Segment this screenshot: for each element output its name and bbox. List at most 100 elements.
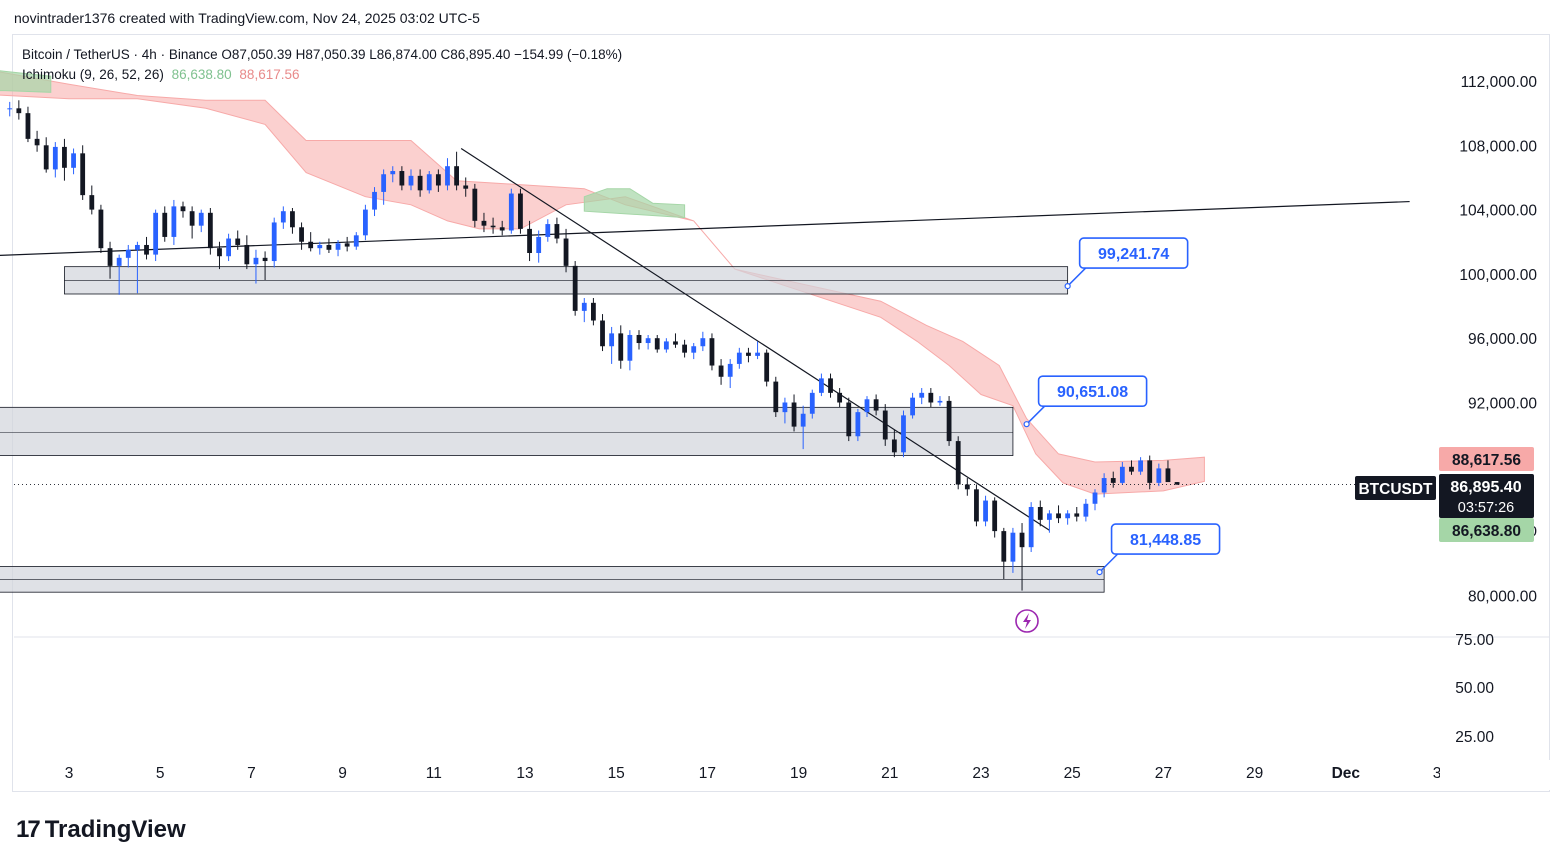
candle-88 (782, 397, 788, 424)
candle-60 (527, 220, 532, 262)
candle-body (837, 392, 843, 403)
candle-93 (828, 373, 833, 398)
candle-3 (7, 101, 13, 117)
x-tick-label: 11 (426, 765, 442, 782)
candle-63 (554, 217, 560, 244)
candle-body (1110, 478, 1116, 483)
volume-tick-label: 25.00 (1455, 729, 1494, 746)
x-tick-label: 7 (247, 765, 256, 782)
candle-91 (809, 389, 815, 419)
candle-121 (1083, 498, 1089, 522)
candle-body (983, 500, 988, 522)
candle-102 (910, 392, 915, 419)
candle-body (919, 392, 925, 398)
candle-body (308, 241, 314, 249)
candle-body (873, 399, 879, 411)
candle-83 (736, 347, 742, 369)
price-callouts[interactable]: 99,241.74 90,651.08 81,448.85 (1023, 237, 1221, 576)
x-tick-label: 9 (338, 765, 347, 782)
x-tick-label: 17 (699, 765, 716, 782)
candle-18 (144, 236, 149, 260)
candle-body (426, 174, 432, 191)
callout-pointer (1099, 553, 1119, 573)
candle-10 (71, 148, 76, 175)
candle-body (755, 352, 760, 356)
candle-128 (1147, 455, 1153, 490)
candle-130 (1165, 460, 1171, 483)
candle-body (335, 243, 341, 250)
candle-body (554, 224, 560, 239)
candle-44 (381, 169, 387, 205)
candle-38 (326, 238, 332, 254)
x-tick-label: Dec (1332, 765, 1361, 782)
candle-27 (226, 233, 231, 262)
candle-body (490, 225, 496, 228)
candle-73 (645, 334, 651, 350)
candle-body (609, 333, 615, 347)
candle-17 (135, 241, 140, 294)
candle-120 (1074, 506, 1080, 522)
candle-43 (372, 187, 377, 217)
candle-48 (417, 169, 423, 197)
indicator-value-a: 86,638.80 (171, 67, 232, 82)
candle-body (545, 224, 551, 237)
candle-34 (290, 207, 295, 234)
candle-84 (746, 347, 751, 363)
candle-body (572, 265, 578, 311)
candle-body (98, 209, 104, 249)
candle-26 (217, 241, 222, 270)
cloud-top-tag: 88,617.56 (1439, 447, 1534, 471)
chart-legend[interactable]: Bitcoin / TetherUS · 4h · Binance O87,05… (22, 45, 622, 85)
y-tick-label: 92,000.00 (1468, 396, 1537, 413)
candle-body (1119, 466, 1125, 483)
candle-body (828, 378, 833, 393)
candle-body (217, 248, 222, 257)
candle-68 (600, 314, 605, 352)
candle-126 (1129, 460, 1134, 475)
candle-body (864, 399, 870, 413)
candle-body (1138, 460, 1143, 472)
candle-body (235, 238, 241, 245)
candle-100 (891, 429, 897, 458)
x-tick-label: 23 (972, 765, 989, 782)
y-tick-label: 100,000.00 (1459, 267, 1537, 284)
indicator-line[interactable]: Ichimoku (9, 26, 52, 26) 86,638.80 88,61… (22, 65, 622, 85)
price-tags: 88,617.56 86,638.80 86,895.40 03:57:26 BTCUS… (1355, 447, 1534, 542)
callout-anchor (1064, 282, 1071, 290)
brand-name: TradingView (44, 816, 186, 843)
candle-body (435, 174, 441, 186)
callout-box (1078, 237, 1189, 269)
candle-body (317, 244, 323, 249)
x-tick-label: 5 (156, 765, 165, 782)
y-tick-label: 112,000.00 (1461, 74, 1538, 91)
candle-76 (673, 333, 678, 348)
candle-124 (1110, 471, 1116, 488)
candle-body (1001, 531, 1007, 562)
trendlines[interactable] (0, 148, 1438, 531)
candle-body (363, 209, 368, 236)
candle-body (372, 191, 377, 210)
candle-50 (435, 169, 441, 192)
candle-body (25, 113, 31, 139)
candle-body (180, 206, 186, 212)
candle-body (326, 244, 332, 250)
candle-33 (280, 206, 286, 229)
candle-79 (700, 331, 706, 352)
candle-6 (34, 130, 40, 152)
candle-body (992, 500, 998, 532)
candle-14 (107, 241, 113, 279)
candle-12 (89, 185, 95, 215)
time-axis[interactable]: 3 5 7 9 11 13 15 17 19 21 23 25 27 29 Dec 3 (65, 760, 1550, 790)
candle-body (782, 402, 788, 413)
candle-49 (426, 171, 432, 194)
candle-body (290, 211, 295, 228)
symbol-ohlc-line[interactable]: Bitcoin / TetherUS · 4h · Binance O87,05… (22, 47, 623, 62)
candle-body (344, 243, 350, 247)
candle-103 (919, 388, 925, 405)
candle-body (654, 338, 660, 350)
candle-71 (627, 330, 633, 371)
tradingview-brand[interactable]: 17 TradingView (16, 816, 186, 844)
candle-40 (344, 236, 350, 252)
candle-58 (508, 188, 514, 234)
